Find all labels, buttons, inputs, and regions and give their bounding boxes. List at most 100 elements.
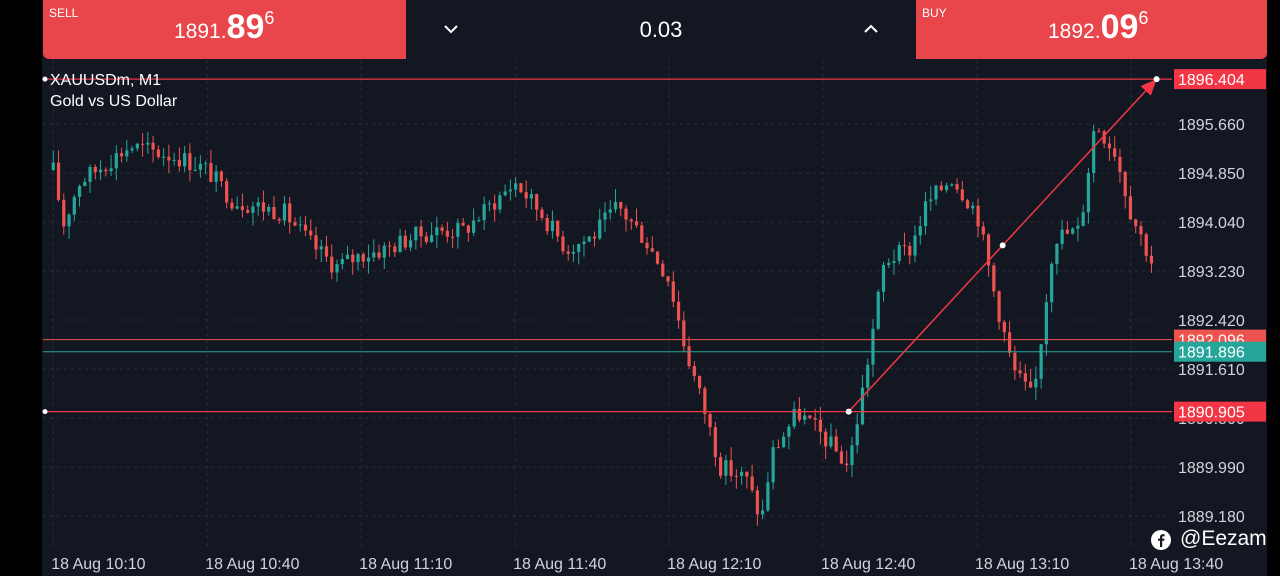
candle-body [135, 143, 139, 149]
candle-body [382, 245, 386, 258]
candle-body [167, 156, 171, 161]
candle-body [1118, 156, 1122, 173]
sell-price-big: 89 [226, 8, 265, 46]
price-axis[interactable] [1172, 60, 1267, 548]
candle-body [577, 244, 581, 252]
candle-body [650, 248, 654, 252]
candle-body [561, 236, 565, 252]
buy-button[interactable]: BUY 1892.096 [916, 0, 1267, 59]
sell-button[interactable]: SELL 1891.896 [43, 0, 406, 59]
y-tick-label: 1893.230 [1178, 264, 1245, 281]
candle-body [267, 207, 271, 212]
candle-body [356, 254, 360, 263]
candle-body [881, 265, 886, 292]
candle-body [424, 236, 428, 242]
candle-body [140, 143, 145, 145]
candle-body [1107, 143, 1112, 149]
buy-price: 1892.096 [1048, 8, 1148, 47]
bottom-level-line-handle[interactable] [42, 409, 48, 415]
trend-arrow-mid-handle[interactable] [999, 242, 1006, 249]
candle-body [566, 251, 570, 254]
buy-price-big: 09 [1100, 8, 1139, 46]
candle-body [62, 199, 66, 227]
candle-body [335, 264, 339, 273]
candle-body [219, 171, 224, 182]
candle-body [960, 189, 964, 201]
right-edge [1267, 0, 1280, 576]
candle-body [787, 426, 791, 437]
candle-body [508, 189, 513, 192]
sell-price-small: 1891. [174, 20, 227, 43]
candle-body [1081, 212, 1085, 226]
top-level-line-handle[interactable] [42, 76, 48, 82]
candle-body [246, 210, 250, 213]
candle-body [697, 376, 702, 389]
candle-body [703, 388, 707, 414]
candle-body [130, 148, 134, 151]
candle-body [477, 220, 481, 222]
candle-body [440, 227, 444, 231]
candle-body [514, 183, 518, 190]
lot-selector: 0.03 [406, 0, 916, 59]
candle-body [908, 245, 912, 256]
top-level-label-box [1174, 69, 1266, 90]
candle-body [204, 163, 208, 165]
candle-body [408, 240, 413, 248]
y-tick-label: 1895.660 [1178, 117, 1245, 134]
candle-body [687, 346, 691, 367]
candle-body [429, 235, 434, 242]
time-axis[interactable] [43, 548, 1267, 576]
candle-body [892, 260, 896, 263]
chevron-up-icon[interactable] [860, 20, 882, 38]
candle-body [624, 208, 628, 220]
chevron-down-icon[interactable] [440, 20, 462, 38]
candle-body [225, 181, 229, 203]
x-tick-label: 18 Aug 13:10 [975, 556, 1069, 573]
candle-body [98, 169, 103, 173]
candle-body [535, 194, 539, 210]
candle-body [724, 460, 728, 476]
candle-body [666, 276, 670, 282]
candle-body [918, 226, 922, 236]
candle-body [146, 142, 150, 145]
candle-body [871, 328, 875, 365]
candle-body [172, 159, 176, 161]
lot-size-value[interactable]: 0.03 [639, 17, 683, 42]
candle-body [330, 256, 334, 273]
trend-arrow-head [1140, 79, 1157, 96]
candle-body [83, 181, 87, 186]
buy-label: BUY [922, 6, 947, 20]
candle-body [582, 241, 586, 245]
y-tick-label: 1894.040 [1178, 215, 1245, 232]
x-tick-label: 18 Aug 10:10 [51, 556, 145, 573]
candle-body [729, 460, 733, 476]
watermark-text: @Eezam [1180, 527, 1267, 550]
candle-body [435, 227, 439, 236]
sell-label: SELL [49, 6, 79, 20]
candle-body [824, 431, 828, 447]
candle-body [345, 254, 350, 260]
candle-body [461, 222, 465, 226]
y-tick-label: 1891.610 [1178, 362, 1245, 379]
trend-arrow-start-handle[interactable] [845, 408, 852, 415]
candle-body [1149, 255, 1154, 264]
candle-body [676, 301, 681, 321]
candle-body [750, 476, 754, 491]
candle-body [261, 202, 266, 212]
candle-body [256, 202, 260, 207]
facebook-icon [1151, 530, 1171, 550]
trend-arrow-end-handle[interactable] [1153, 76, 1160, 83]
candle-body [587, 236, 591, 242]
candle-body [519, 183, 523, 193]
candle-body [366, 257, 371, 262]
bottom-level-label-box [1174, 401, 1266, 422]
candle-body [976, 205, 980, 227]
candle-body [398, 235, 402, 253]
y-tick-label: 1894.850 [1178, 166, 1245, 183]
y-tick-label: 1892.420 [1178, 313, 1245, 330]
candle-body [498, 195, 502, 210]
candle-body [1023, 373, 1027, 382]
candle-body [860, 387, 865, 425]
candle-body [1002, 321, 1006, 333]
